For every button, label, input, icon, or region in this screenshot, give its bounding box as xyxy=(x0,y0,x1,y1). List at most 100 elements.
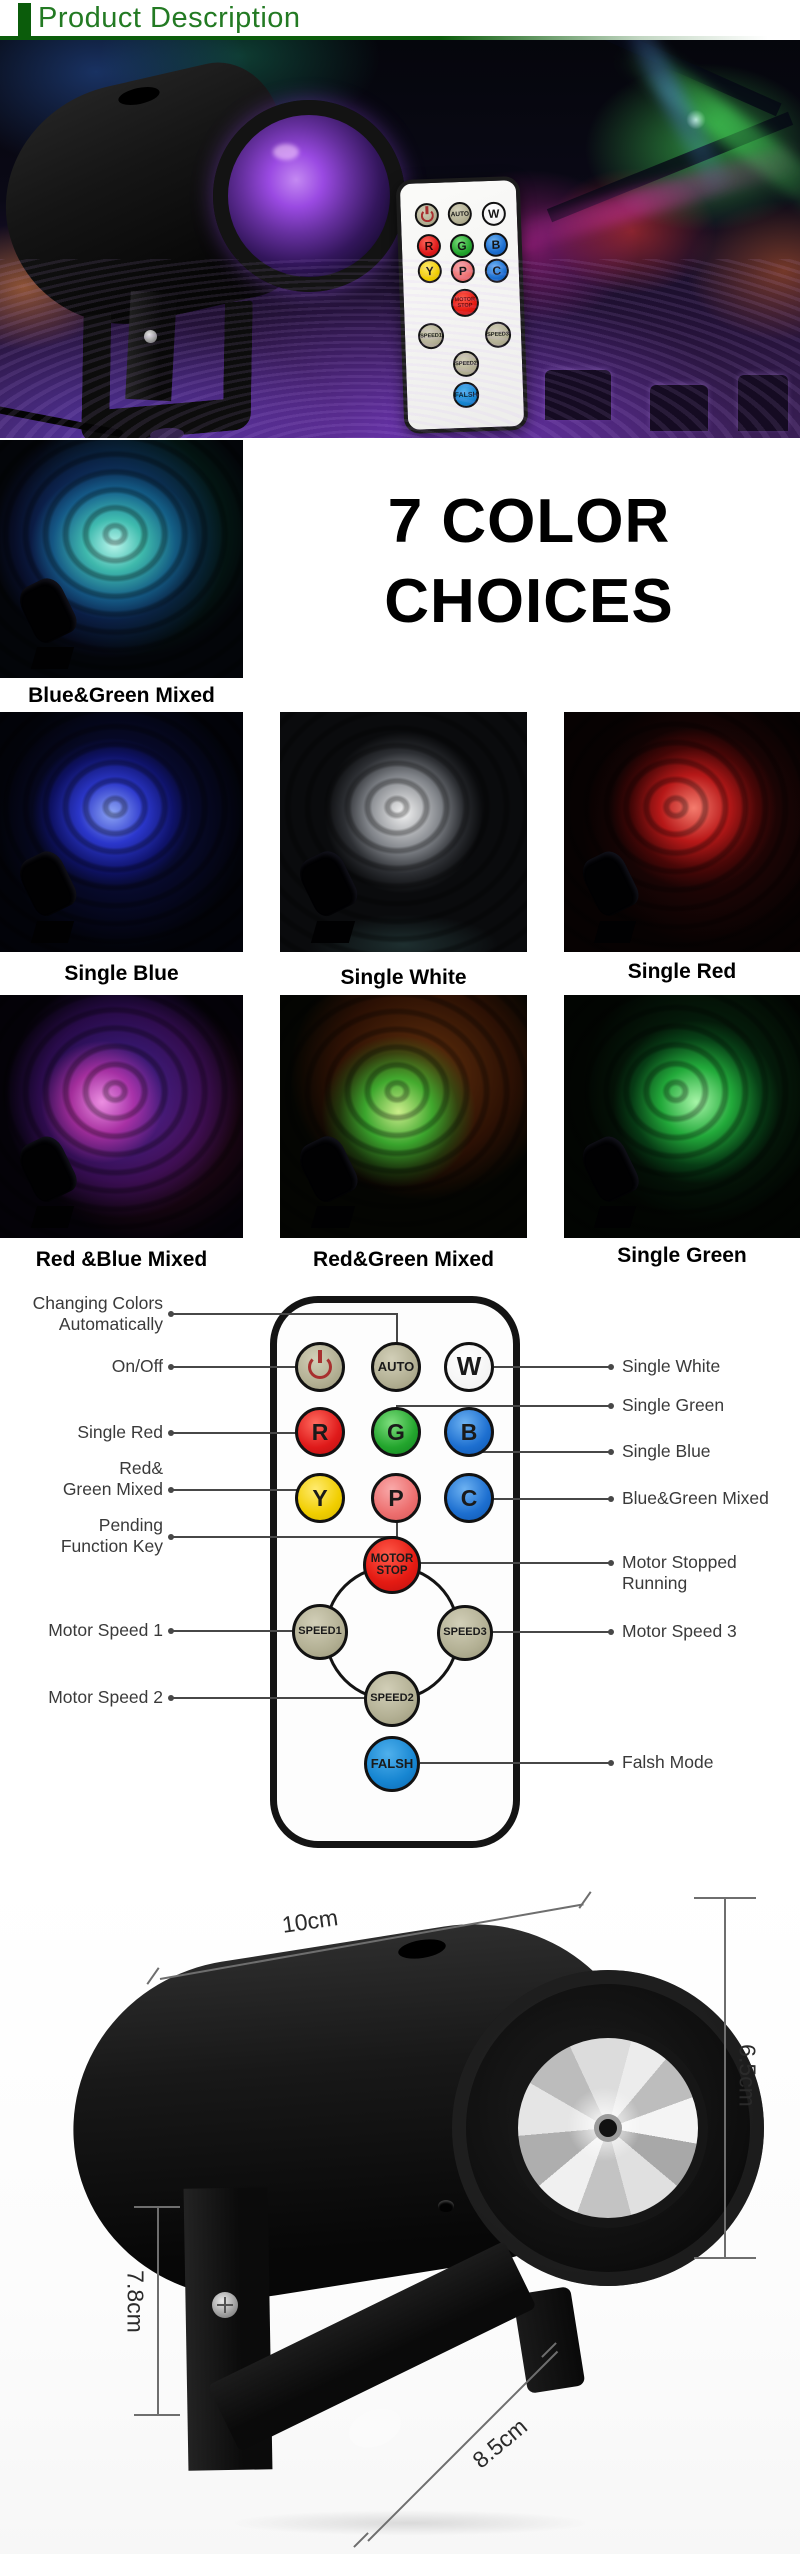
remote-diagram-section: AUTO W R G B Y P C MOTOR STOP SPEED1 SPE… xyxy=(0,1290,800,1870)
bracket-base-hole xyxy=(343,2401,407,2455)
callout-dot xyxy=(608,1760,614,1766)
callout-dot xyxy=(168,1364,174,1370)
motor-stop-label: STOP xyxy=(457,302,473,310)
section-title-line1: 7 COLOR xyxy=(387,487,671,556)
projector-silhouette xyxy=(292,846,371,943)
silhouette-body xyxy=(13,846,81,921)
callout-label-motor-speed-3: Motor Speed 3 xyxy=(622,1621,737,1641)
crystal-lens xyxy=(508,2028,708,2228)
remote-button-auto: AUTO xyxy=(371,1342,421,1392)
silhouette-foot xyxy=(30,1206,75,1229)
remote-button-b: B xyxy=(483,232,509,258)
projector-bracket xyxy=(81,300,253,438)
callout-dot xyxy=(608,1449,614,1455)
projector-mount-arm xyxy=(125,290,177,402)
callout-line xyxy=(470,1451,612,1453)
power-cable xyxy=(0,405,124,438)
effect-caption: Red &Blue Mixed xyxy=(35,1248,208,1271)
silhouette-foot xyxy=(311,920,356,943)
accent-bar xyxy=(18,3,31,36)
callout-line xyxy=(396,1313,398,1347)
callout-line xyxy=(492,1631,612,1633)
bar-table-silhouette xyxy=(738,375,788,431)
effect-image-red-green-mixed xyxy=(280,995,527,1238)
callout-label-red-green-mixed: Red& Green Mixed xyxy=(62,1458,163,1499)
callout-line xyxy=(172,1697,366,1699)
callout-label-blue-green-mixed: Blue&Green Mixed xyxy=(622,1488,769,1508)
glow-layer xyxy=(280,712,527,952)
motor-stop-label: MOTOR xyxy=(454,296,476,304)
silhouette-body xyxy=(293,1130,362,1206)
silhouette-body xyxy=(576,1131,643,1206)
callout-dot xyxy=(168,1695,174,1701)
callout-line xyxy=(494,1366,612,1368)
projector-silhouette xyxy=(12,1130,90,1229)
remote-button-speed3: SPEED3 xyxy=(484,321,512,349)
callout-line xyxy=(172,1366,299,1368)
callout-label-single-red: Single Red xyxy=(77,1422,163,1442)
dimension-tick xyxy=(134,2206,180,2208)
remote-button-r: R xyxy=(416,233,442,259)
remote-photo: AUTO W R G B Y P C MOTOR STOP SPEED1 SPE… xyxy=(395,175,529,435)
callout-label-changing-colors: Changing Colors Automatically xyxy=(32,1293,163,1334)
remote-button-c: C xyxy=(444,1473,494,1523)
remote-button-c: C xyxy=(484,258,510,284)
callout-line xyxy=(172,1489,297,1491)
remote-button-auto: AUTO xyxy=(447,201,473,227)
remote-button-motor-stop: MOTOR STOP xyxy=(363,1536,421,1594)
silhouette-foot xyxy=(593,920,637,943)
section-title-line2: CHOICES xyxy=(384,567,674,636)
remote-button-g: G xyxy=(371,1407,421,1457)
remote-button-w: W xyxy=(481,201,507,227)
dimension-tick xyxy=(578,1891,592,1909)
remote-button-power xyxy=(414,202,440,228)
remote-button-speed1: SPEED1 xyxy=(417,322,445,350)
remote-button-speed2: SPEED2 xyxy=(452,350,480,378)
remote-button-p: P xyxy=(371,1473,421,1523)
remote-button-speed2: SPEED2 xyxy=(364,1671,420,1727)
callout-dot xyxy=(168,1534,174,1540)
remote-button-y: Y xyxy=(295,1473,345,1523)
callout-label-single-blue: Single Blue xyxy=(622,1441,711,1461)
effect-caption: Single Green xyxy=(617,1244,747,1267)
silhouette-foot xyxy=(311,1206,356,1229)
silhouette-body xyxy=(294,846,362,921)
divider xyxy=(0,36,800,40)
callout-label-motor-stopped: Motor Stopped Running xyxy=(622,1552,737,1593)
callout-label-motor-speed-1: Motor Speed 1 xyxy=(48,1620,163,1640)
dimension-tick xyxy=(694,1897,756,1899)
remote-button-g: G xyxy=(449,233,475,259)
projector-silhouette xyxy=(576,846,652,943)
dimension-line-diameter xyxy=(724,1898,726,2258)
glow-layer xyxy=(564,712,800,952)
effect-caption: Single Red xyxy=(627,960,737,983)
effect-image-red-blue-mixed xyxy=(0,995,243,1238)
mount-screw xyxy=(212,2292,238,2318)
silhouette-body xyxy=(576,846,643,920)
callout-dot xyxy=(168,1628,174,1634)
dimension-label-length: 10cm xyxy=(280,1904,340,1938)
callout-label-single-white: Single White xyxy=(622,1356,721,1376)
callout-label-on-off: On/Off xyxy=(111,1356,163,1376)
ground-shadow xyxy=(230,2510,590,2536)
dimension-label-diameter: 6.5cm xyxy=(734,2044,761,2107)
remote-button-power xyxy=(295,1342,345,1392)
silhouette-body xyxy=(13,1130,81,1206)
effect-image-single-white xyxy=(280,712,527,952)
remote-button-b: B xyxy=(444,1407,494,1457)
remote-button-falsh: FALSH xyxy=(452,381,480,409)
page-title: Product Description xyxy=(38,2,301,34)
callout-dot xyxy=(608,1496,614,1502)
power-icon xyxy=(420,208,434,222)
callout-label-falsh-mode: Falsh Mode xyxy=(622,1752,714,1772)
silhouette-foot xyxy=(593,1206,637,1229)
remote-button-speed1: SPEED1 xyxy=(292,1604,348,1660)
bar-table-silhouette xyxy=(650,385,708,431)
callout-dot xyxy=(168,1487,174,1493)
silhouette-foot xyxy=(30,646,75,669)
dimension-tick xyxy=(134,2414,180,2416)
bracket-hole xyxy=(149,426,185,438)
remote-button-speed3: SPEED3 xyxy=(437,1605,493,1661)
remote-button-r: R xyxy=(295,1407,345,1457)
